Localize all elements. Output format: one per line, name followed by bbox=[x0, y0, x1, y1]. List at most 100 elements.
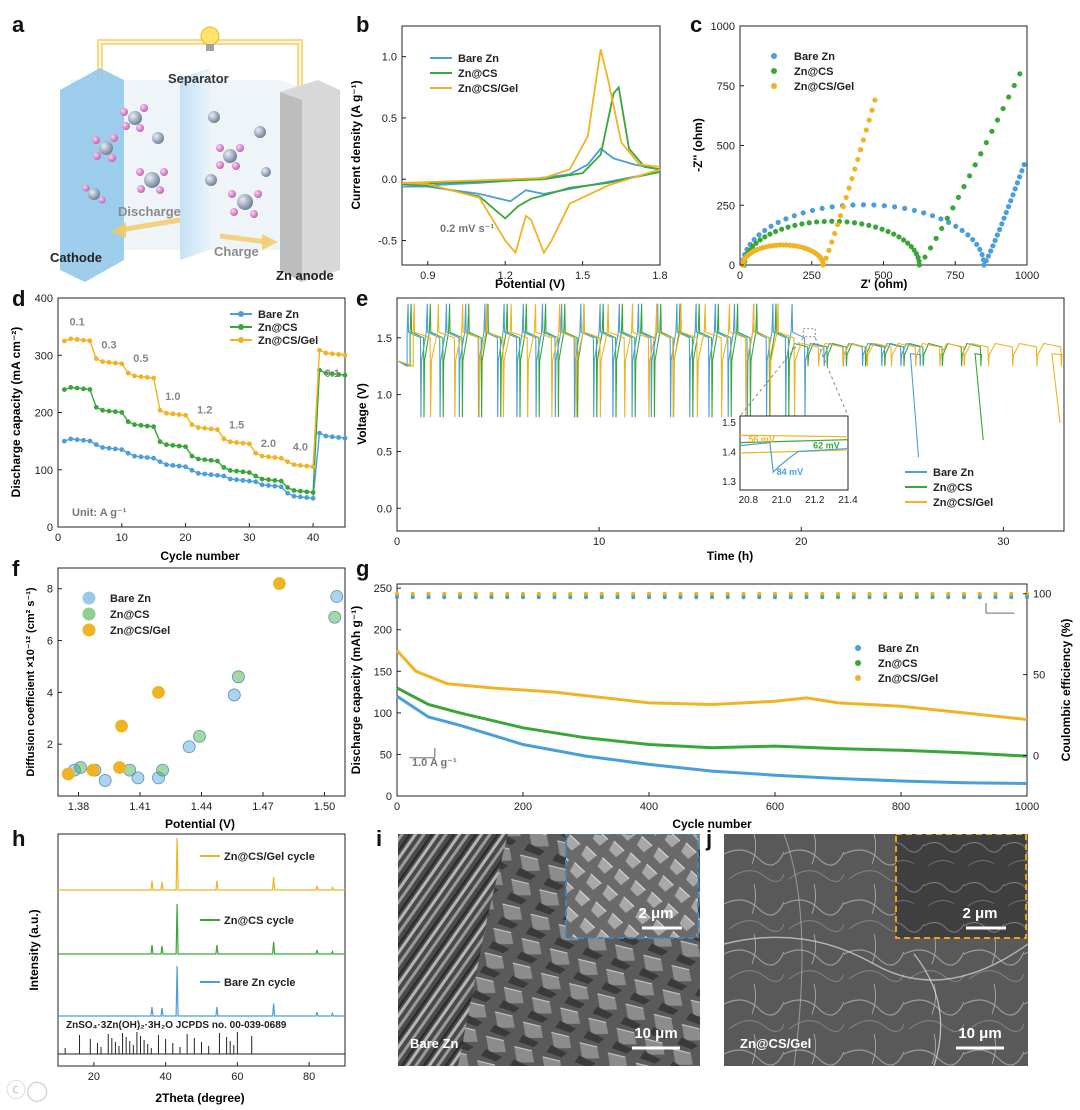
rate-point bbox=[144, 374, 150, 380]
cycling-ce-point bbox=[710, 595, 714, 600]
cycling-capacity-curve bbox=[395, 649, 1028, 721]
cycling-ce-point bbox=[788, 595, 793, 600]
eis-point bbox=[1006, 94, 1012, 100]
eis-point bbox=[756, 232, 762, 238]
cycling-ce-point bbox=[977, 595, 982, 600]
rate-point bbox=[125, 370, 131, 376]
inset-curve bbox=[739, 434, 849, 438]
rate-point bbox=[329, 371, 335, 377]
eis-point bbox=[792, 222, 798, 228]
voltage-inset: 20.8 21.0 21.2 21.4 1.3 1.4 1.5 56 mV 62 mV 84 mV bbox=[722, 328, 858, 506]
rate-point bbox=[317, 430, 322, 436]
cycling-y2-tick-label: 0 bbox=[1033, 751, 1039, 763]
cycling-y-axis-label: Discharge capacity (mAh g⁻¹) bbox=[349, 606, 363, 774]
eis-point bbox=[791, 213, 797, 219]
eis-point bbox=[852, 166, 858, 172]
rate-x-tick-label: 40 bbox=[307, 532, 319, 544]
rate-point bbox=[176, 443, 182, 449]
eis-point bbox=[983, 139, 989, 146]
rate-point bbox=[100, 407, 106, 413]
xrd-trace bbox=[58, 965, 345, 1017]
cv-y-axis-label: Current density (A g⁻¹) bbox=[349, 80, 363, 209]
rate-point bbox=[215, 427, 220, 432]
voltage-y-tick-label: 0.0 bbox=[377, 503, 392, 515]
eis-point bbox=[800, 210, 806, 216]
cycling-ce-point bbox=[710, 591, 714, 596]
cycling-ce-point bbox=[757, 591, 762, 596]
sem-image-bare-zn: 2 μm 10 μm Bare Zn bbox=[398, 834, 700, 1066]
sem-i-inset-scale-text: 2 μm bbox=[638, 905, 673, 922]
voltage-profile bbox=[396, 303, 984, 441]
cycling-ce-point bbox=[757, 595, 762, 600]
eis-point bbox=[826, 247, 832, 253]
rate-point bbox=[317, 347, 322, 353]
eis-point bbox=[902, 205, 908, 212]
diffusion-point bbox=[152, 771, 165, 785]
voltage-y-tick-label: 0.5 bbox=[377, 446, 392, 458]
rate-point bbox=[81, 337, 86, 343]
eis-point bbox=[851, 220, 858, 226]
rate-point bbox=[240, 477, 246, 483]
cycling-ce-point bbox=[820, 595, 825, 600]
diffusion-point bbox=[227, 688, 241, 702]
cycling-ce-point bbox=[962, 595, 966, 600]
diffusion-point bbox=[115, 719, 128, 733]
eis-point bbox=[967, 173, 973, 179]
cycling-legend-marker bbox=[855, 675, 861, 681]
cycling-right-arrow bbox=[985, 603, 1015, 614]
cycling-ce-point bbox=[536, 591, 541, 596]
eis-point bbox=[866, 117, 872, 123]
rate-point bbox=[164, 462, 169, 468]
eis-x-tick-label: 250 bbox=[803, 270, 821, 282]
rate-point bbox=[125, 450, 131, 456]
diffusion-legend-marker bbox=[82, 591, 96, 605]
rate-point bbox=[195, 470, 201, 476]
cycling-ce-point bbox=[899, 591, 903, 596]
rate-point bbox=[119, 409, 125, 415]
eis-point bbox=[1005, 204, 1012, 210]
panel-j-label: j bbox=[706, 826, 713, 851]
rate-point bbox=[157, 439, 163, 445]
eis-y-tick-label: 500 bbox=[717, 141, 735, 153]
rate-point bbox=[100, 359, 106, 365]
rate-point bbox=[323, 350, 329, 356]
inset-curve bbox=[739, 449, 849, 454]
rate-y-tick-label: 300 bbox=[35, 350, 53, 362]
eis-point bbox=[785, 224, 791, 230]
rate-current-label: 1.0 bbox=[165, 391, 180, 403]
watermark-logo: ⓒ◯ bbox=[6, 1078, 49, 1102]
rate-point bbox=[113, 409, 118, 415]
rate-point bbox=[336, 435, 342, 440]
eis-point bbox=[911, 207, 917, 214]
eis-point bbox=[938, 216, 944, 222]
eis-point bbox=[1000, 105, 1006, 112]
eis-point bbox=[857, 147, 864, 153]
rate-point bbox=[157, 407, 163, 413]
cycling-x-tick-label: 0 bbox=[394, 801, 400, 813]
cycling-ce-point bbox=[489, 595, 494, 600]
cycling-x-tick-label: 800 bbox=[892, 801, 910, 813]
rate-point bbox=[246, 478, 252, 484]
eis-point bbox=[922, 254, 928, 260]
cycling-ce-point bbox=[741, 595, 746, 600]
rate-point bbox=[278, 478, 284, 484]
rate-point bbox=[285, 485, 290, 490]
rate-point bbox=[342, 352, 348, 358]
rate-x-axis-label: Cycle number bbox=[160, 549, 240, 563]
ion-clusters bbox=[82, 104, 271, 218]
rate-point bbox=[74, 385, 80, 391]
rate-point bbox=[132, 453, 137, 459]
cv-legend-label: Bare Zn bbox=[458, 53, 499, 65]
rate-point bbox=[100, 445, 106, 450]
rate-point bbox=[310, 495, 316, 501]
diffusion-point bbox=[61, 767, 75, 781]
rate-point bbox=[215, 458, 220, 464]
cycling-ce-point bbox=[694, 591, 699, 596]
rate-point bbox=[87, 387, 93, 392]
eis-point bbox=[829, 204, 835, 210]
charge-label: Charge bbox=[214, 244, 259, 259]
cycling-ce-point bbox=[946, 591, 951, 596]
xrd-trace-label: Zn@CS/Gel cycle bbox=[224, 851, 315, 863]
rate-point bbox=[144, 455, 150, 460]
cv-x-tick-label: 1.8 bbox=[652, 270, 667, 282]
